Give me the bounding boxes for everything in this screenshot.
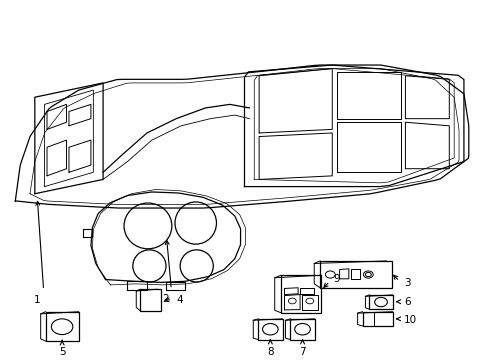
Text: 4: 4: [176, 295, 183, 305]
Text: 6: 6: [404, 297, 410, 307]
Bar: [45, 312, 79, 341]
Bar: [320, 261, 391, 288]
Bar: [140, 289, 161, 311]
Bar: [368, 295, 392, 309]
Text: 7: 7: [299, 347, 305, 357]
Text: 5: 5: [59, 347, 65, 357]
Text: 10: 10: [403, 315, 416, 325]
Text: 2: 2: [162, 294, 168, 304]
Text: 3: 3: [404, 278, 410, 288]
Text: 8: 8: [266, 347, 273, 357]
Bar: [258, 319, 282, 339]
Text: 9: 9: [332, 274, 339, 284]
Text: 1: 1: [34, 294, 41, 305]
Bar: [290, 319, 314, 339]
Bar: [281, 275, 321, 313]
Bar: [362, 312, 392, 326]
